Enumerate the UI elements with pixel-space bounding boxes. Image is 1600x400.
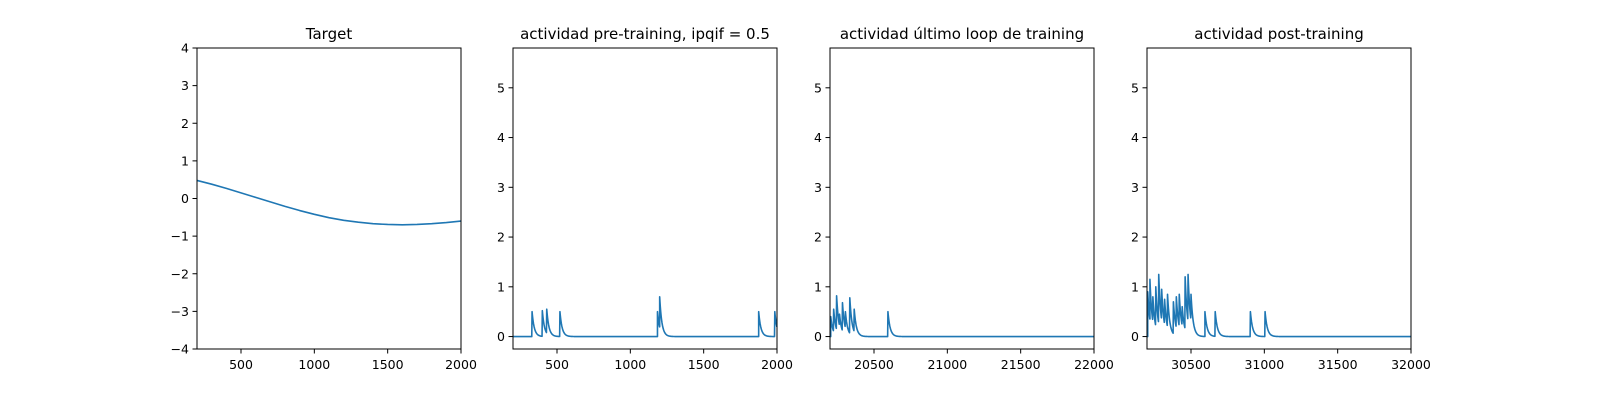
x-tick-label: 31000 <box>1244 357 1284 372</box>
axes-frame <box>196 47 462 350</box>
y-tick-label: 4 <box>497 130 505 145</box>
y-tick-label: 2 <box>181 116 189 131</box>
x-tick-label: 1000 <box>614 357 646 372</box>
subplot-pre-training: actividad pre-training, ipqif = 0.5 500 1… <box>497 25 793 372</box>
subplot-post-training: actividad post-training 30500 31000 31500 3… <box>1131 25 1431 372</box>
axes-frame <box>1146 47 1412 350</box>
y-tick-label: 4 <box>814 130 822 145</box>
x-tick-label: 1000 <box>298 357 330 372</box>
series-line <box>196 179 462 226</box>
x-tick-label: 2000 <box>761 357 793 372</box>
y-tick-label: 3 <box>814 180 822 195</box>
y-tick-label: 5 <box>814 80 822 95</box>
y-tick-label: −4 <box>171 342 189 357</box>
x-tick-label: 22000 <box>1074 357 1114 372</box>
y-tick-label: −1 <box>171 229 189 244</box>
axes-frame <box>512 47 778 350</box>
y-tick-label: 0 <box>181 191 189 206</box>
subplot-title: Target <box>305 25 353 43</box>
x-tick-label: 500 <box>545 357 569 372</box>
x-tick-label: 21000 <box>927 357 967 372</box>
x-tick-label: 20500 <box>854 357 894 372</box>
y-tick-label: 0 <box>1131 329 1139 344</box>
y-tick-label: −3 <box>171 304 189 319</box>
subplot-target: Target 500 1000 1500 2000 −4 −3 −2 −1 0 1 2 3 4 <box>171 25 477 372</box>
subplot-title: actividad último loop de training <box>840 25 1084 43</box>
y-tick-label: 1 <box>181 153 189 168</box>
x-tick-label: 1500 <box>372 357 404 372</box>
subplot-last-training-loop: actividad último loop de training 20500 2… <box>814 25 1114 372</box>
series-line <box>512 295 778 338</box>
y-tick-label: 2 <box>497 230 505 245</box>
y-tick-label: 1 <box>497 279 505 294</box>
y-tick-label: 2 <box>814 230 822 245</box>
y-tick-label: 1 <box>1131 279 1139 294</box>
y-tick-label: 5 <box>497 80 505 95</box>
x-tick-label: 1500 <box>688 357 720 372</box>
x-tick-label: 2000 <box>445 357 477 372</box>
y-tick-label: 3 <box>181 78 189 93</box>
series-line <box>829 294 1095 338</box>
y-tick-label: 2 <box>1131 230 1139 245</box>
x-tick-label: 500 <box>229 357 253 372</box>
subplot-title: actividad pre-training, ipqif = 0.5 <box>520 25 770 43</box>
y-tick-label: 0 <box>814 329 822 344</box>
y-tick-label: 4 <box>1131 130 1139 145</box>
y-tick-label: 3 <box>497 180 505 195</box>
x-tick-label: 32000 <box>1391 357 1431 372</box>
y-tick-label: 5 <box>1131 80 1139 95</box>
y-tick-label: 0 <box>497 329 505 344</box>
axes-frame <box>829 47 1095 350</box>
y-tick-label: 4 <box>181 41 189 56</box>
subplot-title: actividad post-training <box>1194 25 1363 43</box>
y-tick-label: 1 <box>814 279 822 294</box>
x-tick-label: 31500 <box>1318 357 1358 372</box>
y-tick-label: 3 <box>1131 180 1139 195</box>
series-line <box>1146 273 1412 338</box>
x-tick-label: 30500 <box>1171 357 1211 372</box>
x-tick-label: 21500 <box>1001 357 1041 372</box>
y-tick-label: −2 <box>171 266 189 281</box>
